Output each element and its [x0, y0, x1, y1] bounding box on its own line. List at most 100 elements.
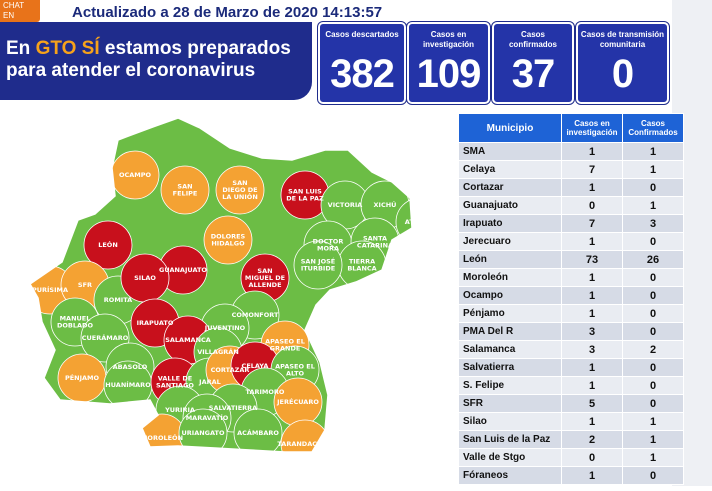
- municipio-cell: Ocampo: [458, 286, 562, 305]
- municipio-cell: Valle de Stgo: [458, 448, 562, 467]
- label-line: FELIPE: [173, 190, 198, 198]
- label-line: YURIRIA: [164, 406, 195, 414]
- municipio-label: TARANDACUAO: [277, 440, 333, 448]
- chat-badge[interactable]: CHAT EN LINEA: [0, 0, 40, 30]
- count-cell: 1: [561, 232, 623, 251]
- table-body: SMA 1 1 Celaya 7 1 Cortazar 1 0 Guanajuato 0 1 Irapu…: [458, 142, 684, 485]
- label-line: SAN JOSÉ: [301, 257, 335, 266]
- count-cell: 2: [622, 340, 684, 359]
- municipio-label: TIERRA BLANCA: [347, 258, 376, 273]
- municipio-label: MOROLEÓN: [141, 433, 183, 442]
- label-line: SFR: [78, 281, 92, 289]
- column-header: Municipio: [458, 113, 562, 143]
- municipio-label: SAN MIGUEL DE ALLENDE: [245, 267, 285, 289]
- table-row: SFR 5 0: [458, 394, 684, 413]
- label-line: CUERÁMARO: [82, 333, 129, 342]
- column-header: Casos Confirmados: [622, 113, 684, 143]
- count-cell: 1: [561, 142, 623, 161]
- municipio-label: DOCTOR MORA: [313, 238, 344, 253]
- municipio-label: SAN JOSÉ ITURBIDE: [301, 257, 335, 273]
- table-row: Guanajuato 0 1: [458, 196, 684, 215]
- label-line: JARAL: [198, 378, 221, 386]
- table-row: Moroleón 1 0: [458, 268, 684, 287]
- count-cell: 1: [561, 376, 623, 395]
- label-line: ACÁMBARO: [237, 428, 279, 437]
- municipio-area: [203, 215, 253, 265]
- municipio-cell: Pénjamo: [458, 304, 562, 323]
- label-line: ABASOLO: [113, 363, 148, 371]
- stat-label: Casos en investigación: [422, 30, 475, 49]
- label-line: IRAPUATO: [137, 319, 174, 327]
- table-row: Salamanca 3 2: [458, 340, 684, 359]
- label-line: TARANDACUAO: [277, 440, 333, 448]
- municipio-area: [160, 165, 210, 215]
- label-line: APASEO EL: [275, 363, 315, 371]
- municipio-cell: SFR: [458, 394, 562, 413]
- label-line: LA UNIÓN: [222, 192, 258, 201]
- municipio-cell: San Luis de la Paz: [458, 430, 562, 449]
- municipio-label: ATARJEA: [405, 218, 435, 226]
- label-line: MANUEL: [60, 315, 91, 323]
- count-cell: 5: [561, 394, 623, 413]
- table-row: Silao 1 1: [458, 412, 684, 431]
- count-cell: 0: [622, 178, 684, 197]
- municipio-cell: S. Felipe: [458, 376, 562, 395]
- banner-line: para atender el coronavirus: [6, 60, 256, 81]
- municipio-label: VILLAGRÁN: [197, 347, 239, 356]
- municipio-label: SALAMANCA: [165, 336, 211, 344]
- municipio-label: SFR: [78, 281, 92, 289]
- banner-text: En: [6, 38, 31, 59]
- label-line: SAN: [177, 183, 192, 191]
- count-cell: 2: [561, 430, 623, 449]
- municipio-label: OCAMPO: [119, 171, 152, 179]
- count-cell: 1: [622, 160, 684, 179]
- municipio-label: VICTORIA: [328, 201, 363, 209]
- stat-value: 382: [330, 52, 395, 96]
- table-row: S. Felipe 1 0: [458, 376, 684, 395]
- map-regions: [30, 118, 412, 452]
- table-row: Pénjamo 1 0: [458, 304, 684, 323]
- municipio-label: URIANGATO: [182, 429, 225, 437]
- table-header: Municipio Casos en investigación Casos Con…: [458, 113, 684, 143]
- count-cell: 1: [561, 286, 623, 305]
- municipio-label: IRAPUATO: [137, 319, 174, 327]
- label-line: MARAVATÍO: [186, 413, 229, 422]
- stat-label: Casos descartados: [325, 30, 399, 39]
- label-line: HIDALGO: [211, 240, 245, 248]
- municipio-cell: Guanajuato: [458, 196, 562, 215]
- municipio-label: CORTAZAR: [211, 366, 250, 374]
- table-row: Cortazar 1 0: [458, 178, 684, 197]
- count-cell: 0: [622, 304, 684, 323]
- count-cell: 1: [622, 412, 684, 431]
- municipio-label: JUVENTINO: [204, 324, 246, 332]
- label-line: MIGUEL DE: [245, 274, 285, 282]
- label-line: ITURBIDE: [301, 265, 335, 273]
- table-row: Valle de Stgo 0 1: [458, 448, 684, 467]
- municipio-label: GUANAJUATO: [159, 266, 207, 274]
- label-line: SAN: [232, 179, 247, 187]
- municipio-label: HUANÍMARO: [105, 380, 151, 389]
- label-line: PURÍSIMA: [32, 285, 68, 294]
- label-line: TIERRA: [349, 258, 375, 266]
- count-cell: 0: [622, 286, 684, 305]
- label-line: PÉNJAMO: [65, 373, 100, 382]
- label-line: GUANAJUATO: [159, 266, 207, 274]
- municipio-label: LEÓN: [98, 240, 118, 249]
- municipio-cell: Salvatierra: [458, 358, 562, 377]
- stat-box: Casos descartados 382: [318, 22, 406, 104]
- table-row: SMA 1 1: [458, 142, 684, 161]
- municipio-cell: Cortazar: [458, 178, 562, 197]
- table-row: Salvatierra 1 0: [458, 358, 684, 377]
- label-line: LEÓN: [98, 240, 118, 249]
- stat-box: Casos de transmisión comunitaria 0: [576, 22, 669, 104]
- municipio-label: MARAVATÍO: [186, 413, 229, 422]
- table-row: Fóraneos 1 0: [458, 466, 684, 485]
- municipio-area: [178, 408, 228, 452]
- count-cell: 1: [622, 430, 684, 449]
- count-cell: 0: [622, 268, 684, 287]
- label-line: XICHÚ: [374, 200, 397, 209]
- municipio-label: SILAO: [134, 274, 156, 282]
